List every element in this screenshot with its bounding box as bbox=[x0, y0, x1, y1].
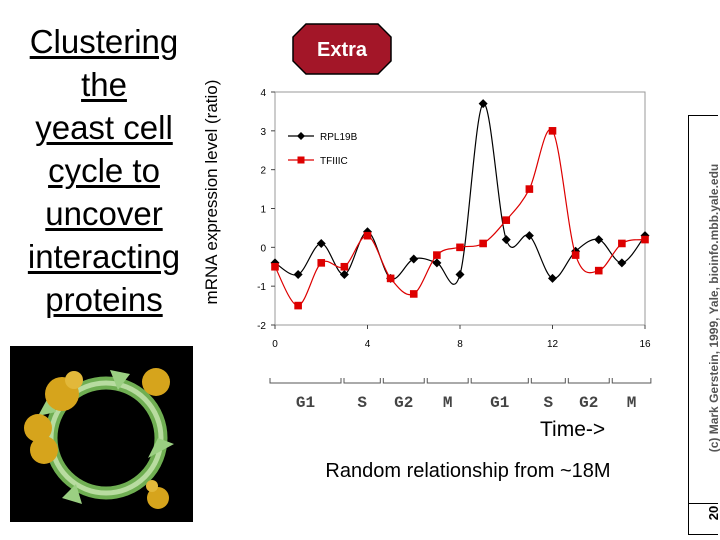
y-axis-label: mRNA expression level (ratio) bbox=[202, 79, 221, 305]
legend-label: RPL19B bbox=[320, 132, 358, 143]
phase-label: G1 bbox=[296, 394, 315, 412]
data-point-tfiiic bbox=[525, 185, 534, 193]
x-tick-label: 12 bbox=[547, 339, 559, 350]
data-point-rpl19b bbox=[316, 238, 326, 248]
copyright-credit: (c) Mark Gerstein, 1999, Yale, bioinfo.m… bbox=[707, 163, 720, 453]
data-point-tfiiic bbox=[456, 243, 464, 252]
data-point-rpl19b bbox=[501, 235, 511, 245]
y-tick-label: 2 bbox=[260, 166, 266, 177]
data-point-tfiiic bbox=[409, 290, 418, 298]
data-point-tfiiic bbox=[618, 239, 626, 248]
extra-badge-label: Extra bbox=[317, 39, 368, 61]
title-line: the bbox=[81, 66, 127, 103]
phase-label: S bbox=[357, 394, 367, 412]
legend-marker bbox=[297, 132, 305, 140]
title-line: Clustering bbox=[29, 23, 179, 60]
y-tick-label: -1 bbox=[257, 282, 266, 293]
data-point-rpl19b bbox=[293, 270, 303, 280]
title-line: interacting bbox=[27, 238, 181, 275]
title-line: proteins bbox=[45, 281, 163, 318]
data-point-tfiiic bbox=[479, 239, 487, 248]
data-point-rpl19b bbox=[455, 270, 465, 280]
x-tick-label: 8 bbox=[457, 339, 463, 350]
title-line: uncover bbox=[45, 195, 163, 232]
data-point-tfiiic bbox=[386, 274, 395, 283]
phase-label: G1 bbox=[490, 394, 509, 412]
title-line: cycle to bbox=[48, 152, 160, 189]
time-axis-label: Time-> bbox=[540, 418, 606, 441]
data-point-tfiiic bbox=[502, 216, 511, 224]
phase-label: G2 bbox=[579, 394, 598, 412]
cell-cycle-image bbox=[10, 346, 193, 522]
caption: Random relationship from ~18M bbox=[325, 460, 611, 482]
data-point-rpl19b bbox=[409, 254, 419, 264]
extra-badge: Extra bbox=[292, 23, 392, 75]
data-point-tfiiic bbox=[363, 231, 372, 240]
x-tick-label: 4 bbox=[365, 339, 371, 350]
data-point-tfiiic bbox=[317, 259, 326, 267]
phase-bracket bbox=[343, 378, 381, 384]
phase-label: G2 bbox=[394, 394, 413, 412]
data-point-tfiiic bbox=[594, 266, 603, 275]
sidebar-divider bbox=[689, 503, 718, 504]
plot-frame bbox=[274, 91, 646, 326]
y-tick-label: 0 bbox=[260, 243, 266, 254]
data-point-tfiiic bbox=[641, 235, 649, 244]
data-point-tfiiic bbox=[271, 262, 279, 271]
series-line-rpl19b bbox=[274, 103, 646, 285]
data-point-rpl19b bbox=[524, 231, 534, 241]
phase-bracket bbox=[269, 378, 342, 384]
phase-bracket bbox=[426, 378, 469, 384]
slide-title: Clustering the yeast cell cycle to uncov… bbox=[10, 20, 198, 321]
phase-bracket bbox=[530, 378, 566, 384]
phase-label: M bbox=[443, 394, 453, 412]
data-point-tfiiic bbox=[571, 251, 580, 259]
y-tick-label: 1 bbox=[260, 205, 266, 216]
yeast-cells-icon bbox=[24, 368, 170, 509]
phase-bracket bbox=[611, 378, 652, 384]
data-point-rpl19b bbox=[594, 235, 604, 245]
data-point-tfiiic bbox=[294, 301, 302, 310]
data-point-tfiiic bbox=[340, 262, 349, 271]
phase-label: S bbox=[544, 394, 554, 412]
data-point-rpl19b bbox=[432, 258, 442, 268]
extra-badge-shape bbox=[292, 23, 392, 75]
data-point-rpl19b bbox=[339, 270, 349, 280]
legend-marker bbox=[297, 156, 305, 164]
title-line: yeast cell bbox=[35, 109, 173, 146]
legend-label: TFIIIC bbox=[320, 156, 348, 167]
phase-bracket bbox=[382, 378, 425, 384]
y-tick-label: 4 bbox=[260, 88, 266, 99]
data-point-tfiiic bbox=[433, 251, 441, 259]
chart-legend: RPL19B TFIIIC bbox=[288, 132, 358, 167]
y-tick-label: -2 bbox=[257, 321, 266, 332]
series-line-tfiiic bbox=[274, 128, 646, 307]
data-point-rpl19b bbox=[617, 258, 627, 268]
data-point-rpl19b bbox=[478, 99, 488, 109]
phase-label: M bbox=[627, 394, 637, 412]
x-tick-label: 0 bbox=[272, 339, 278, 350]
data-point-rpl19b bbox=[548, 273, 557, 283]
phase-bracket bbox=[567, 378, 610, 384]
x-tick-label: 16 bbox=[639, 339, 651, 350]
y-tick-label: 3 bbox=[260, 127, 266, 138]
sidebar-frame bbox=[688, 115, 718, 535]
data-point-tfiiic bbox=[548, 127, 557, 135]
phase-bracket bbox=[470, 378, 529, 384]
slide-number: 20 bbox=[706, 505, 720, 521]
